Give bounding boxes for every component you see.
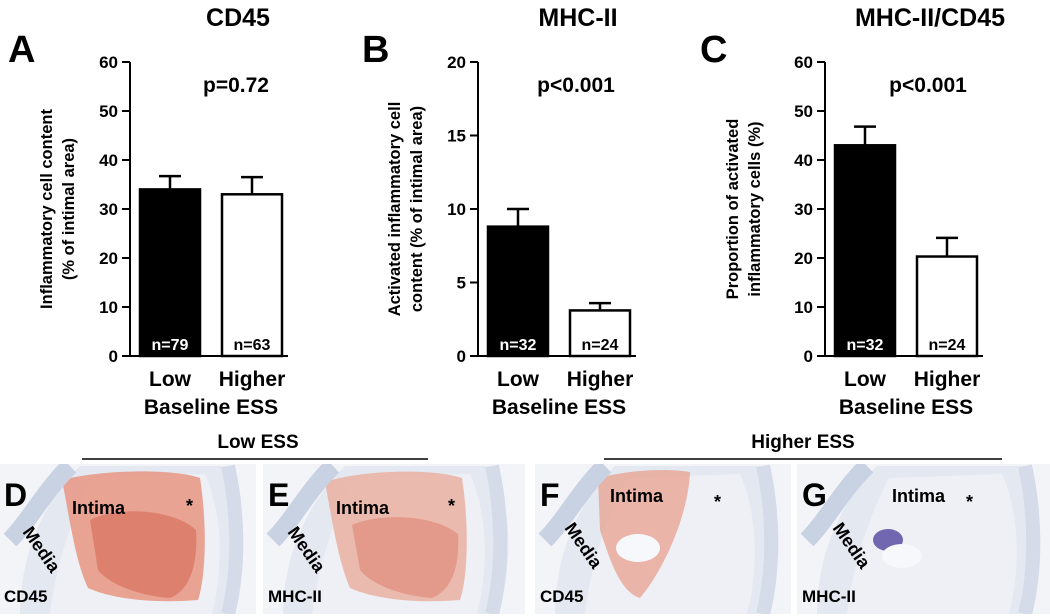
- chart-title-c: MHC-II/CD45: [855, 4, 1005, 32]
- chart-b: B MHC-II p<0.001 0 5 10 15 20 Activated inflamma…: [362, 4, 636, 419]
- micrograph-e-asterisk: *: [448, 496, 455, 516]
- panel-letter-b: B: [362, 29, 389, 71]
- micrograph-g-letter: G: [802, 477, 827, 513]
- x-axis-label-a: Baseline ESS: [144, 396, 278, 419]
- y-tick-label-a-2: 20: [99, 249, 118, 268]
- micrograph-f-image: [535, 464, 791, 614]
- micrograph-e-image: [263, 464, 525, 614]
- panel-letter-c: C: [700, 29, 727, 71]
- y-tick-label-b-3: 15: [447, 127, 466, 146]
- p-value-b: p<0.001: [537, 74, 615, 97]
- n-label-b-1: n=24: [582, 337, 619, 354]
- chart-c: C MHC-II/CD45 p<0.001 0 10 20 30 40 50 60 Proporti…: [700, 4, 1005, 419]
- x-axis-label-b: Baseline ESS: [492, 396, 626, 419]
- micrograph-group-headers: Low ESS Higher ESS: [82, 432, 1002, 460]
- micrograph-f-letter: F: [540, 477, 560, 513]
- micrograph-e-intima-label: Intima: [336, 498, 390, 518]
- panel-letter-a: A: [8, 29, 35, 71]
- micrograph-e-letter: E: [268, 477, 289, 513]
- x-axis-label-c: Baseline ESS: [839, 396, 973, 419]
- y-tick-label-a-5: 50: [99, 102, 118, 121]
- y-tick-label-c-2: 20: [794, 249, 813, 268]
- category-label-b-1: Higher: [567, 368, 634, 391]
- y-tick-label-c-4: 40: [794, 151, 813, 170]
- micrograph-d-stain-label: CD45: [4, 587, 47, 606]
- y-tick-label-c-6: 60: [794, 53, 813, 72]
- n-label-c-1: n=24: [929, 337, 966, 354]
- micrograph-f-intima-label: Intima: [610, 486, 664, 506]
- micrograph-g-image: [797, 464, 1050, 614]
- category-label-a-1: Higher: [219, 368, 286, 391]
- y-tick-label-a-1: 10: [99, 298, 118, 317]
- y-axis-label-c-line1: Proportion of activated: [724, 119, 742, 300]
- category-label-b-0: Low: [497, 368, 540, 391]
- category-label-c-1: Higher: [914, 368, 981, 391]
- micrograph-f-asterisk: *: [714, 492, 721, 512]
- chart-a: A CD45 p=0.72 0 10 20 30 40 50 60 Inflammatory cel…: [8, 4, 288, 419]
- bar-a-low: [138, 188, 202, 358]
- micrograph-g-asterisk: *: [966, 492, 973, 512]
- y-axis-label-a-line1: Inflammatory cell content: [38, 109, 56, 309]
- bar-b-low: [486, 225, 550, 358]
- y-tick-label-a-0: 0: [109, 347, 118, 366]
- micrograph-g-intima-label: Intima: [892, 486, 946, 506]
- micrograph-d-image: [0, 464, 256, 614]
- y-axis-label-c-line2: inflammatory cells (%): [746, 121, 764, 296]
- y-tick-label-c-3: 30: [794, 200, 813, 219]
- y-tick-label-b-0: 0: [457, 347, 466, 366]
- micrograph-d-intima-label: Intima: [72, 498, 126, 518]
- micrograph-d-asterisk: *: [186, 496, 193, 516]
- category-label-c-0: Low: [844, 368, 887, 391]
- y-tick-label-a-6: 60: [99, 53, 118, 72]
- y-tick-label-c-5: 50: [794, 102, 813, 121]
- n-label-b-0: n=32: [500, 337, 537, 354]
- bar-c-low: [833, 144, 897, 358]
- n-label-a-0: n=79: [152, 337, 189, 354]
- bar-c-higher: [915, 255, 979, 358]
- p-value-c: p<0.001: [889, 74, 967, 97]
- micrograph-d-letter: D: [4, 477, 27, 513]
- y-tick-label-c-0: 0: [804, 347, 813, 366]
- y-tick-label-a-4: 40: [99, 151, 118, 170]
- chart-title-b: MHC-II: [538, 4, 617, 32]
- y-tick-label-b-1: 5: [457, 274, 466, 293]
- y-axis-label-b-line2: content (% of intimal area): [408, 106, 426, 312]
- n-label-c-0: n=32: [847, 337, 884, 354]
- n-label-a-1: n=63: [234, 337, 271, 354]
- y-axis-label-a-line2: (% of intimal area): [60, 138, 78, 280]
- group-label-higher-ess: Higher ESS: [751, 432, 854, 453]
- bar-b-higher: [568, 309, 632, 358]
- y-axis-label-b-line1: Activated inflammatory cell: [386, 102, 404, 317]
- micrograph-g-stain-label: MHC-II: [802, 587, 856, 606]
- y-tick-label-a-3: 30: [99, 200, 118, 219]
- y-tick-label-b-2: 10: [447, 200, 466, 219]
- group-label-low-ess: Low ESS: [217, 432, 298, 453]
- chart-title-a: CD45: [206, 4, 270, 32]
- y-tick-label-c-1: 10: [794, 298, 813, 317]
- micrograph-e-stain-label: MHC-II: [268, 587, 322, 606]
- bar-a-higher: [220, 193, 284, 358]
- micrograph-f-stain-label: CD45: [540, 587, 583, 606]
- category-label-a-0: Low: [149, 368, 192, 391]
- p-value-a: p=0.72: [203, 74, 269, 97]
- y-tick-label-b-4: 20: [447, 53, 466, 72]
